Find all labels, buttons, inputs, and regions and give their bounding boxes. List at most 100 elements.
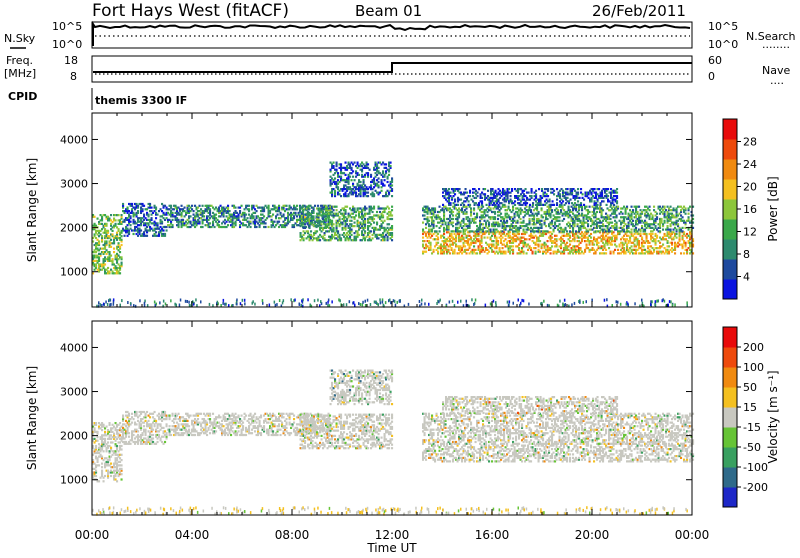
power-cell [556, 235, 558, 237]
power-cell [502, 237, 504, 239]
power-cell [497, 230, 499, 232]
power-cell [570, 199, 572, 201]
power-cell [551, 209, 553, 211]
power-cell [130, 221, 132, 223]
power-cell [329, 219, 331, 221]
power-cell [466, 211, 468, 213]
power-cell [248, 205, 250, 207]
power-cell [632, 209, 634, 211]
power-cell [457, 204, 459, 206]
power-cell [664, 206, 666, 208]
power-cell [579, 197, 581, 199]
power-cell [172, 212, 174, 214]
power-cell [385, 163, 387, 165]
power-cell [172, 219, 174, 221]
power-cell [466, 206, 468, 208]
power-cell [119, 251, 121, 253]
power-cell [424, 214, 426, 216]
power-cell [378, 177, 380, 179]
power-cell [433, 249, 435, 251]
power-cell [492, 188, 494, 190]
power-cell [121, 256, 123, 258]
power-cell [278, 221, 280, 223]
power-cell [634, 302, 636, 305]
power-cell [424, 240, 426, 242]
power-cell [631, 229, 633, 231]
power-cell [460, 199, 462, 201]
power-cell [668, 245, 670, 247]
power-cell [354, 222, 356, 224]
power-cell [277, 214, 279, 216]
power-cell [451, 247, 453, 249]
power-cell [463, 237, 465, 239]
power-cell [352, 176, 354, 178]
power-cell [590, 237, 592, 239]
power-cell [454, 199, 456, 201]
power-cell [526, 202, 528, 204]
power-cell [388, 174, 390, 176]
power-cell [547, 218, 549, 220]
power-cell [121, 214, 123, 216]
power-cell [442, 204, 444, 206]
power-cell [478, 188, 480, 190]
power-cell [290, 298, 292, 301]
power-cell [457, 301, 459, 304]
power-cell [469, 204, 471, 206]
power-cell [391, 195, 393, 197]
power-cell [477, 195, 479, 197]
power-cell [333, 165, 335, 167]
power-cell [209, 303, 211, 306]
nsky-left-tick-bottom: 10^0 [52, 38, 82, 51]
power-cell [384, 184, 386, 186]
power-cell [460, 230, 462, 232]
power-cell [235, 207, 237, 209]
power-cell [589, 206, 591, 208]
power-cell [475, 249, 477, 251]
power-cell [682, 230, 684, 232]
power-cell [364, 230, 366, 232]
power-cell [422, 229, 424, 231]
power-cell [464, 245, 466, 247]
power-cell [488, 251, 490, 253]
power-cell [607, 188, 609, 190]
power-cell [559, 216, 561, 218]
power-cell [559, 193, 561, 195]
power-cell [310, 230, 312, 232]
power-cell [541, 223, 543, 225]
power-cell [643, 245, 645, 247]
power-cell [530, 209, 532, 211]
power-cell [656, 216, 658, 218]
power-cell [526, 238, 528, 240]
power-cell [610, 251, 612, 253]
power-cell [586, 206, 588, 208]
power-cell [495, 190, 497, 192]
power-cell [623, 247, 625, 249]
power-cell [466, 192, 468, 194]
power-cell [569, 244, 571, 246]
power-cell [182, 219, 184, 221]
power-cell [391, 218, 393, 220]
power-cell [658, 299, 660, 302]
power-cell [256, 226, 258, 228]
power-cell [553, 204, 555, 206]
power-cell [448, 249, 450, 251]
power-cell [685, 207, 687, 209]
power-cell [253, 215, 255, 217]
power-cell [445, 222, 447, 224]
power-cell [671, 242, 673, 244]
power-cell [133, 233, 135, 235]
nsky-panel: N.Sky 10^5 10^0 10^5 10^0 N.Search .....… [4, 20, 796, 51]
power-cell [653, 206, 655, 208]
power-cell [677, 223, 679, 225]
power-cell [551, 245, 553, 247]
power-cell [391, 232, 393, 234]
power-cell [333, 227, 335, 229]
power-cell [354, 207, 356, 209]
power-cell [430, 242, 432, 244]
power-cell [340, 163, 342, 165]
power-cell [523, 251, 525, 253]
power-cell [391, 209, 393, 211]
power-cell [662, 244, 664, 246]
power-cell [436, 302, 438, 305]
power-cell [137, 210, 139, 212]
